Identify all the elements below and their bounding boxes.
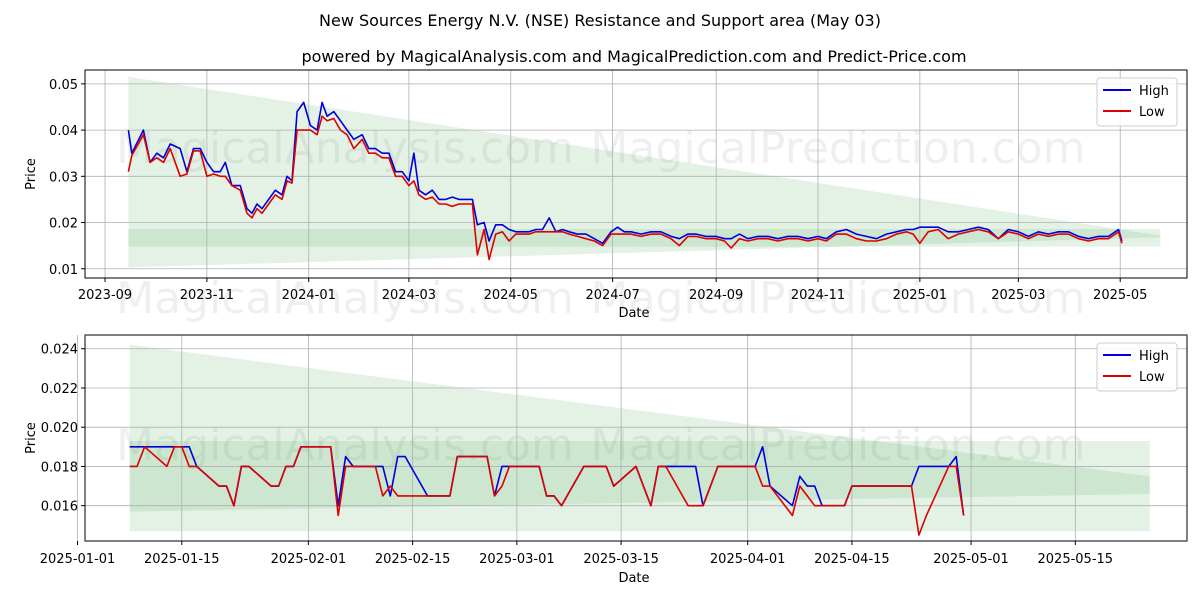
x-tick-label: 2024-05 [484,288,538,303]
legend-label: High [1139,84,1169,99]
legend-label: Low [1139,370,1165,385]
legend-label: High [1139,349,1169,364]
plot-frame [84,334,1188,542]
top-price-panel: MagicalAnalysis.com MagicalPrediction.com… [24,69,1188,324]
watermark-text: MagicalPrediction.com [591,123,1086,174]
y-tick-label: 0.01 [49,263,78,278]
x-tick-label: 2024-09 [689,288,743,303]
watermark-text: MagicalAnalysis.com [116,123,574,174]
x-tick-label: 2025-05-15 [1038,552,1114,567]
x-tick-label: 2025-04-15 [814,552,890,567]
series-line-low [129,446,965,536]
watermark-text: MagicalPrediction.com [591,273,1086,324]
y-tick-label: 0.02 [49,217,78,232]
support-resistance-band [129,344,1150,512]
x-tick-label: 2025-02-15 [375,552,451,567]
x-tick-label: 2024-07 [585,288,639,303]
y-axis-label: Price [24,158,39,190]
x-tick-label: 2025-03-15 [583,552,659,567]
y-axis-label: Price [24,422,39,454]
series-line-low [127,115,1123,261]
x-tick-label: 2025-02-01 [271,552,347,567]
x-tick-label: 2024-01 [282,288,336,303]
x-tick-label: 2025-03 [991,288,1045,303]
bottom-price-panel: MagicalAnalysis.com MagicalPrediction.com… [24,334,1188,586]
x-tick-label: 2025-01-01 [40,552,116,567]
chart-subtitle: powered by MagicalAnalysis.com and Magic… [301,47,966,66]
y-tick-label: 0.024 [41,343,78,358]
y-tick-label: 0.020 [41,421,78,436]
plot-frame [84,69,1188,279]
x-tick-label: 2025-01 [893,288,947,303]
y-tick-label: 0.016 [41,500,78,515]
watermark-text: MagicalAnalysis.com [116,273,574,324]
x-axis-label: Date [618,571,649,586]
y-tick-label: 0.05 [49,78,78,93]
chart-title: New Sources Energy N.V. (NSE) Resistance… [319,11,881,30]
support-resistance-band [128,76,1161,268]
x-tick-label: 2023-09 [78,288,132,303]
series-line-high [127,101,1123,245]
support-resistance-band [129,440,1150,532]
y-tick-label: 0.03 [49,170,78,185]
x-tick-label: 2025-05 [1093,288,1147,303]
x-tick-label: 2025-01-15 [144,552,220,567]
x-tick-label: 2024-11 [791,288,845,303]
watermark-text: MagicalPrediction.com [591,420,1086,471]
x-tick-label: 2025-04-01 [710,552,786,567]
x-tick-label: 2025-03-01 [479,552,555,567]
x-axis-label: Date [618,306,649,321]
x-tick-label: 2025-05-01 [933,552,1009,567]
y-tick-label: 0.022 [41,382,78,397]
x-tick-label: 2023-11 [180,288,234,303]
y-tick-label: 0.04 [49,124,78,139]
x-tick-label: 2024-03 [382,288,436,303]
legend-label: Low [1139,105,1165,120]
y-tick-label: 0.018 [41,460,78,475]
